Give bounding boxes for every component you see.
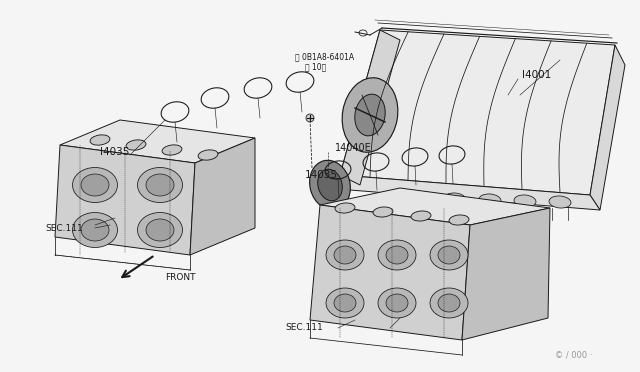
Polygon shape xyxy=(340,30,615,195)
Ellipse shape xyxy=(72,212,118,247)
Text: SEC.111: SEC.111 xyxy=(285,324,323,333)
Ellipse shape xyxy=(306,114,314,122)
Ellipse shape xyxy=(449,215,469,225)
Ellipse shape xyxy=(126,140,146,150)
Ellipse shape xyxy=(342,78,398,152)
Ellipse shape xyxy=(146,174,174,196)
Ellipse shape xyxy=(430,240,468,270)
Ellipse shape xyxy=(334,294,356,312)
Ellipse shape xyxy=(355,94,385,136)
Text: Ⓑ 0B1A8-6401A: Ⓑ 0B1A8-6401A xyxy=(295,52,354,61)
Ellipse shape xyxy=(326,240,364,270)
Ellipse shape xyxy=(411,211,431,221)
Text: SEC.111: SEC.111 xyxy=(45,224,83,232)
Text: FRONT: FRONT xyxy=(165,273,195,282)
Ellipse shape xyxy=(310,160,350,210)
Ellipse shape xyxy=(317,169,342,201)
Ellipse shape xyxy=(335,203,355,213)
Polygon shape xyxy=(310,205,470,340)
Ellipse shape xyxy=(438,246,460,264)
Ellipse shape xyxy=(198,150,218,160)
Ellipse shape xyxy=(514,195,536,207)
Polygon shape xyxy=(320,188,550,225)
Text: 14035: 14035 xyxy=(305,170,338,180)
Text: ＜ 10＞: ＜ 10＞ xyxy=(305,62,326,71)
Text: 14040E: 14040E xyxy=(335,143,372,153)
Ellipse shape xyxy=(409,192,431,204)
Ellipse shape xyxy=(334,246,356,264)
Ellipse shape xyxy=(378,240,416,270)
Polygon shape xyxy=(590,45,625,210)
Ellipse shape xyxy=(81,219,109,241)
Ellipse shape xyxy=(444,193,466,205)
Ellipse shape xyxy=(326,288,364,318)
Ellipse shape xyxy=(378,288,416,318)
Text: l4001: l4001 xyxy=(522,70,551,80)
Polygon shape xyxy=(60,120,255,163)
Text: © / 000 ·: © / 000 · xyxy=(555,350,593,359)
Ellipse shape xyxy=(72,167,118,202)
Polygon shape xyxy=(190,138,255,255)
Polygon shape xyxy=(462,208,550,340)
Ellipse shape xyxy=(138,212,182,247)
Ellipse shape xyxy=(138,167,182,202)
Polygon shape xyxy=(340,30,400,185)
Ellipse shape xyxy=(479,194,501,206)
Polygon shape xyxy=(340,175,600,210)
Polygon shape xyxy=(55,145,195,255)
Ellipse shape xyxy=(386,246,408,264)
Ellipse shape xyxy=(90,135,110,145)
Text: l4035: l4035 xyxy=(100,147,129,157)
Ellipse shape xyxy=(81,174,109,196)
Ellipse shape xyxy=(430,288,468,318)
Ellipse shape xyxy=(162,145,182,155)
Ellipse shape xyxy=(386,294,408,312)
Ellipse shape xyxy=(549,196,571,208)
Ellipse shape xyxy=(438,294,460,312)
Ellipse shape xyxy=(373,207,393,217)
Ellipse shape xyxy=(146,219,174,241)
